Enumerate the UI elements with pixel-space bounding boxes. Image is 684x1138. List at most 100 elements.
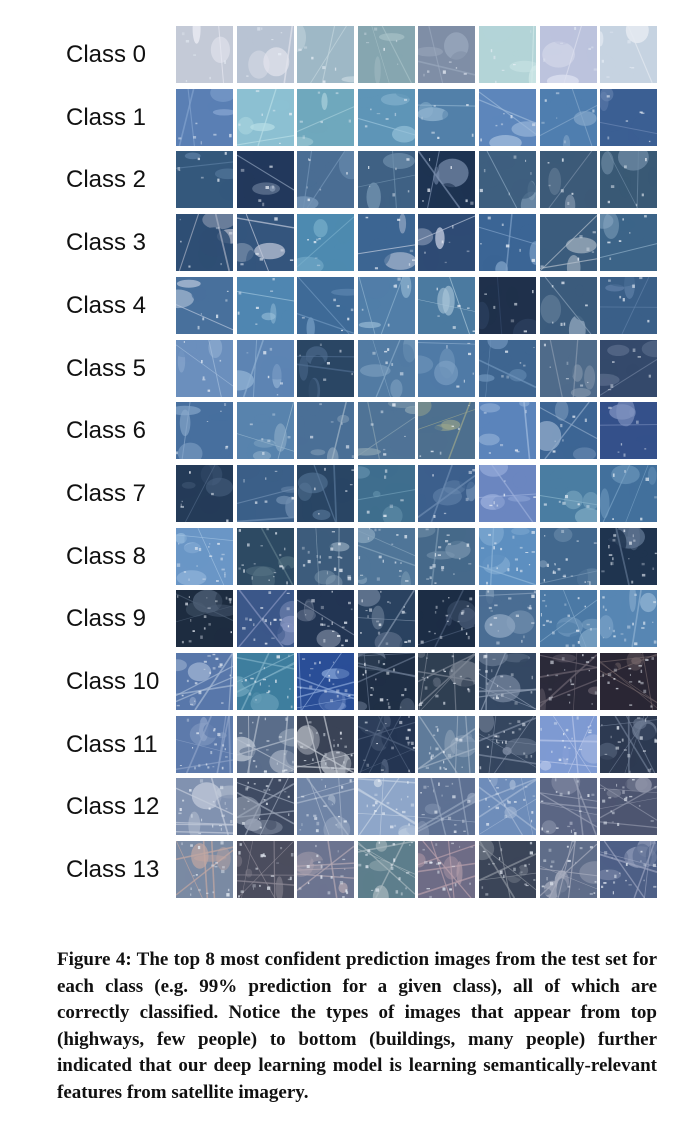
class-row: Class 12 xyxy=(0,778,684,836)
satellite-image-thumbnail xyxy=(539,339,597,397)
satellite-image-thumbnail xyxy=(297,590,355,648)
satellite-image-thumbnail xyxy=(539,402,597,460)
satellite-image-thumbnail xyxy=(236,88,294,146)
satellite-image-thumbnail xyxy=(357,214,415,272)
class-label: Class 9 xyxy=(66,605,147,633)
class-label: Class 13 xyxy=(66,856,160,884)
satellite-image-thumbnail xyxy=(600,464,658,522)
class-row: Class 1 xyxy=(0,88,684,147)
satellite-image-thumbnail xyxy=(297,151,355,209)
satellite-image-thumbnail xyxy=(297,339,355,397)
satellite-image-thumbnail xyxy=(418,276,476,334)
class-label: Class 2 xyxy=(66,166,147,194)
satellite-image-thumbnail xyxy=(297,464,355,522)
satellite-image-thumbnail xyxy=(418,778,476,836)
satellite-image-thumbnail xyxy=(539,527,597,585)
satellite-image-thumbnail xyxy=(418,88,476,146)
class-image-grid-figure: Class 0 Class 1 Class 2 Class 3 Class 4 Class… xyxy=(0,26,684,899)
satellite-image-thumbnail xyxy=(236,841,294,899)
satellite-image-thumbnail xyxy=(600,214,658,272)
satellite-image-thumbnail xyxy=(418,339,476,397)
satellite-image-thumbnail xyxy=(236,151,294,209)
satellite-image-thumbnail xyxy=(236,26,294,83)
satellite-image-thumbnail xyxy=(539,653,597,710)
satellite-image-thumbnail xyxy=(357,778,415,836)
satellite-image-thumbnail xyxy=(236,464,294,522)
class-row: Class 0 xyxy=(0,26,684,84)
satellite-image-thumbnail xyxy=(479,88,536,146)
class-label: Class 10 xyxy=(66,668,160,695)
satellite-image-thumbnail xyxy=(236,339,294,397)
satellite-image-thumbnail xyxy=(418,841,476,899)
satellite-image-thumbnail xyxy=(176,464,233,522)
class-label: Class 8 xyxy=(66,542,147,570)
satellite-image-thumbnail xyxy=(539,88,597,146)
satellite-image-thumbnail xyxy=(479,339,536,397)
satellite-image-thumbnail xyxy=(479,841,536,899)
satellite-image-thumbnail xyxy=(236,590,294,648)
satellite-image-thumbnail xyxy=(600,339,658,397)
class-row: Class 2 xyxy=(0,151,684,209)
satellite-image-thumbnail xyxy=(479,214,536,272)
satellite-image-thumbnail xyxy=(357,527,415,585)
satellite-image-thumbnail xyxy=(176,151,233,209)
satellite-image-thumbnail xyxy=(297,653,355,710)
class-label: Class 3 xyxy=(66,229,147,257)
class-label: Class 5 xyxy=(66,354,147,382)
satellite-image-thumbnail xyxy=(600,715,658,773)
satellite-image-thumbnail xyxy=(357,276,415,334)
satellite-image-thumbnail xyxy=(357,841,415,899)
class-row: Class 8 xyxy=(0,527,684,586)
satellite-image-thumbnail xyxy=(479,26,536,83)
satellite-image-thumbnail xyxy=(176,276,233,334)
satellite-image-thumbnail xyxy=(539,214,597,272)
satellite-image-thumbnail xyxy=(539,715,597,773)
satellite-image-thumbnail xyxy=(357,590,415,648)
satellite-image-thumbnail xyxy=(479,715,536,773)
satellite-image-thumbnail xyxy=(539,151,597,209)
satellite-image-thumbnail xyxy=(176,841,233,899)
class-label: Class 11 xyxy=(66,730,158,758)
class-row: Class 7 xyxy=(0,464,684,523)
satellite-image-thumbnail xyxy=(357,151,415,209)
class-label: Class 0 xyxy=(66,41,147,68)
satellite-image-thumbnail xyxy=(236,214,294,272)
class-label: Class 7 xyxy=(66,479,147,507)
class-row: Class 6 xyxy=(0,402,684,460)
satellite-image-thumbnail xyxy=(357,715,415,773)
satellite-image-thumbnail xyxy=(600,841,658,899)
class-label: Class 4 xyxy=(66,291,147,319)
satellite-image-thumbnail xyxy=(600,276,658,334)
satellite-image-thumbnail xyxy=(236,402,294,460)
satellite-image-thumbnail xyxy=(479,778,536,836)
satellite-image-thumbnail xyxy=(357,464,415,522)
satellite-image-thumbnail xyxy=(176,527,233,585)
class-label: Class 1 xyxy=(66,103,147,131)
satellite-image-thumbnail xyxy=(357,402,415,460)
satellite-image-thumbnail xyxy=(600,402,658,460)
figure-caption: Figure 4: The top 8 most confident predi… xyxy=(57,949,657,1103)
satellite-image-thumbnail xyxy=(479,151,536,209)
satellite-image-thumbnail xyxy=(297,26,355,83)
satellite-image-thumbnail xyxy=(418,527,476,585)
satellite-image-thumbnail xyxy=(479,653,536,710)
satellite-image-thumbnail xyxy=(176,214,233,272)
satellite-image-thumbnail xyxy=(297,778,355,836)
satellite-image-thumbnail xyxy=(418,214,476,272)
satellite-image-thumbnail xyxy=(539,841,597,899)
satellite-image-thumbnail xyxy=(236,276,294,334)
satellite-image-thumbnail xyxy=(539,590,597,648)
satellite-image-thumbnail xyxy=(479,527,536,585)
satellite-image-thumbnail xyxy=(176,402,233,460)
satellite-image-thumbnail xyxy=(357,653,415,710)
satellite-image-thumbnail xyxy=(297,214,355,272)
satellite-image-thumbnail xyxy=(479,402,536,460)
satellite-image-thumbnail xyxy=(176,339,233,397)
satellite-image-thumbnail xyxy=(418,715,476,773)
satellite-image-thumbnail xyxy=(479,590,536,648)
satellite-image-thumbnail xyxy=(297,715,355,773)
satellite-image-thumbnail xyxy=(297,841,355,899)
satellite-image-thumbnail xyxy=(600,26,658,83)
class-label: Class 12 xyxy=(66,793,160,821)
satellite-image-thumbnail xyxy=(357,26,415,83)
